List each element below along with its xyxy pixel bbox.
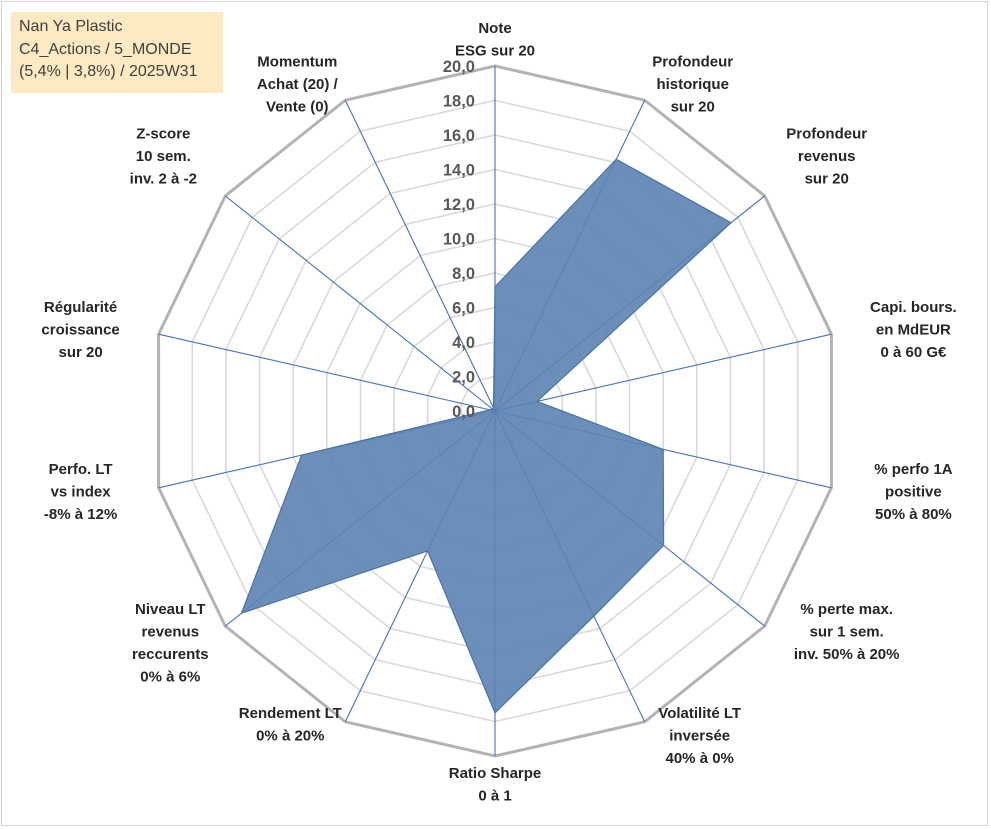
tick-label: 2,0 [452,369,475,387]
title-line-category: C4_Actions / 5_MONDE [19,40,192,58]
chart-title-box: Nan Ya Plastic C4_Actions / 5_MONDE (5,4… [11,12,223,93]
axis-label-line: Note [478,20,511,37]
axis-label-line: 50% à 80% [875,506,952,523]
tick-label: 0,0 [452,403,475,421]
axis-label-line: sur 1 sem. [810,624,884,641]
axis-label-line: Volatilité LT [658,705,741,722]
title-line-company: Nan Ya Plastic [19,18,123,35]
axis-label-line: Capi. bours. [870,299,957,316]
tick-label: 20,0 [443,58,475,76]
axis-label-line: Rendement LT [239,705,342,722]
axis-label-line: Profondeur [652,54,733,71]
title-line-stats: (5,4% | 3,8%) / 2025W31 [19,63,198,80]
axis-label-line: Achat (20) / [257,76,339,93]
axis-label-line: Momentum [257,54,337,71]
radar-tick-labels: 0,0 2,0 4,0 6,0 8,0 10,0 12,0 14,0 16,0 18,0 20,0 [443,58,475,421]
axis-label: Niveau LT revenus reccurents 0% à 6% [132,601,209,686]
axis-label-line: ESG sur 20 [455,43,535,60]
axis-label-line: sur 20 [58,344,102,361]
axis-label-line: inv. 2 à -2 [130,170,197,187]
axis-label: Z-score 10 sem. inv. 2 à -2 [130,125,197,187]
axis-label: Capi. bours. en MdEUR 0 à 60 G€ [870,299,957,361]
tick-label: 6,0 [452,300,475,318]
tick-label: 10,0 [443,231,475,249]
axis-label: Profondeur historique sur 20 [652,54,733,116]
tick-label: 12,0 [443,196,475,214]
axis-label-line: 10 sem. [136,148,191,165]
axis-spoke [158,333,496,412]
axis-label-line: 0 à 60 G€ [880,344,947,361]
tick-label: 18,0 [443,93,475,111]
axis-label-line: Perfo. LT [49,461,113,478]
axis-label-line: Niveau LT [135,601,206,618]
axis-label-line: historique [656,76,729,93]
axis-label: % perte max. sur 1 sem. inv. 50% à 20% [794,601,900,663]
axis-label-line: 40% à 0% [666,750,734,767]
axis-spoke [494,333,832,412]
radar-series [240,158,733,714]
axis-label-line: revenus [798,148,856,165]
axis-label: Momentum Achat (20) / Vente (0) [257,54,339,116]
axis-spoke [224,195,496,412]
axis-label-line: positive [885,483,942,500]
axis-label-line: Profondeur [786,125,867,142]
axis-label: Ratio Sharpe 0 à 1 [449,765,542,805]
axis-label-line: reccurents [132,646,209,663]
axis-label-line: 0% à 20% [256,727,324,744]
series-area [240,158,733,714]
axis-label: Perfo. LT vs index -8% à 12% [44,461,117,523]
axis-label-line: -8% à 12% [44,506,117,523]
tick-label: 4,0 [452,334,475,352]
axis-label-line: Z-score [136,125,190,142]
axis-label: % perfo 1A positive 50% à 80% [874,461,953,523]
axis-label: Régularité croissance sur 20 [41,299,119,361]
tick-label: 8,0 [452,265,475,283]
axis-label-line: vs index [51,483,112,500]
axis-label-line: sur 20 [805,170,849,187]
axis-label: Rendement LT 0% à 20% [239,705,342,745]
axis-label-line: revenus [142,624,200,641]
tick-label: 14,0 [443,162,475,180]
axis-label-line: Ratio Sharpe [449,765,542,782]
axis-label-line: 0% à 6% [140,669,200,686]
axis-label-line: sur 20 [671,99,715,116]
axis-label-line: Vente (0) [266,99,329,116]
tick-label: 16,0 [443,127,475,145]
axis-label-line: en MdEUR [876,322,951,339]
radar-axis-labels: Note ESG sur 20 Profondeur historique sur 20… [41,20,956,805]
axis-label-line: 0 à 1 [478,788,511,805]
axis-label-line: % perte max. [800,601,893,618]
axis-label-line: Régularité [44,299,117,316]
axis-label-line: inversée [669,727,730,744]
axis-spoke [344,99,496,412]
axis-label: Volatilité LT inversée 40% à 0% [658,705,741,767]
axis-label: Profondeur revenus sur 20 [786,125,867,187]
axis-label-line: inv. 50% à 20% [794,646,900,663]
axis-label-line: % perfo 1A [874,461,953,478]
axis-label-line: croissance [41,322,119,339]
axis-label: Note ESG sur 20 [455,20,535,60]
